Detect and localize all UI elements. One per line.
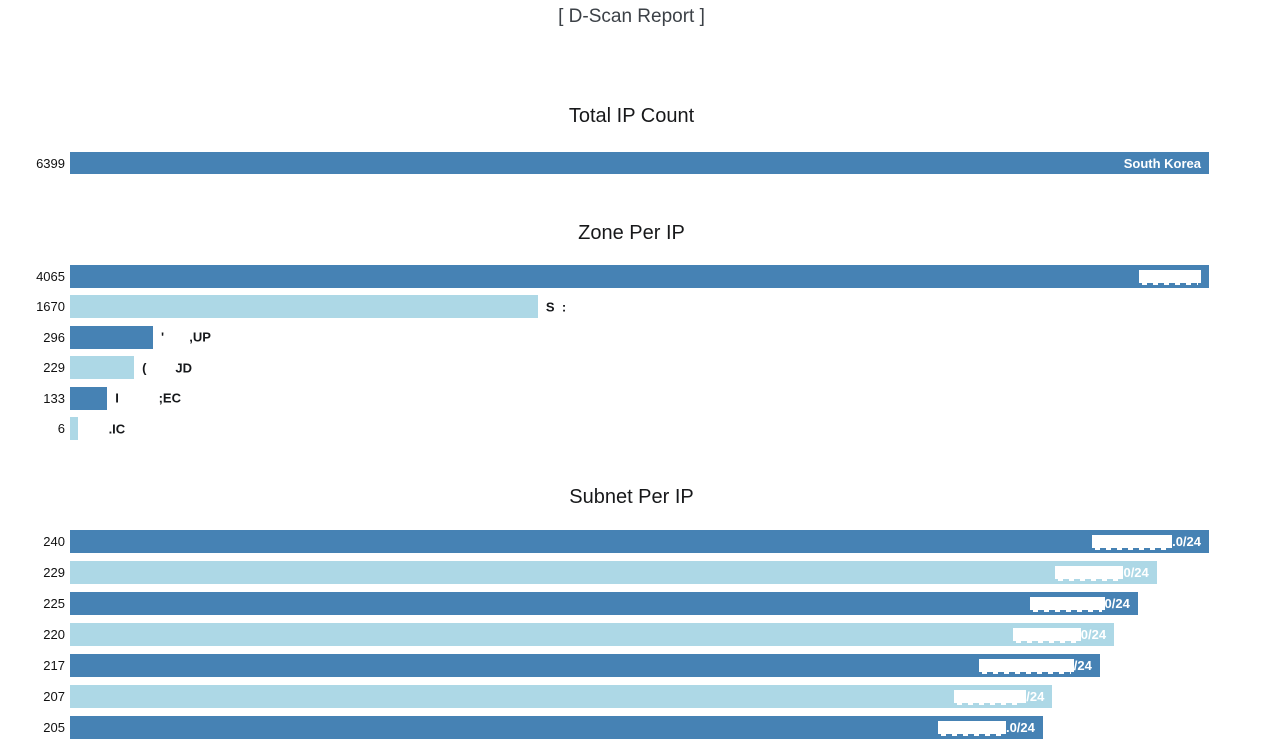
bar[interactable] <box>70 356 135 380</box>
bar-track: South Korea <box>70 152 1209 174</box>
bar-track <box>70 264 1209 288</box>
bar[interactable]: 0/24 <box>70 561 1157 584</box>
bar[interactable]: 0/24 <box>70 592 1138 615</box>
bar-track: .IC <box>70 417 1209 441</box>
bar-value: 1670 <box>36 299 65 315</box>
bar-label-redacted: S : <box>545 299 567 315</box>
chart-zone-per-ip: Zone Per IP 4065 1670 S : 296 ' ,UP 229 ( JD 133… <box>0 222 1263 444</box>
chart-subnet-per-ip: Subnet Per IP 240 .0/24 229 0/24 225 0/24 220 0/… <box>0 486 1263 743</box>
bar-label-redacted: .0/24 <box>937 720 1035 736</box>
bar-label-visible-text: .0/24 <box>1172 534 1201 549</box>
bar-track: .0/24 <box>70 716 1209 739</box>
bar[interactable]: /24 <box>70 685 1053 708</box>
bar-rows: 4065 1670 S : 296 ' ,UP 229 ( JD 133 I ;EC 6 .IC <box>0 261 1263 444</box>
bar-value: 6 <box>57 421 65 437</box>
redaction-box <box>1029 597 1105 612</box>
redaction-box <box>954 690 1027 705</box>
bar-rows: 240.0/24 229 0/24 225 0/24 220 0/24 217/24 207/2… <box>0 526 1263 743</box>
bar-row: 225 0/24 <box>0 588 1209 619</box>
charts-container: Total IP Count 6399 South Korea Zone Per IP… <box>0 105 1263 743</box>
bar[interactable] <box>70 417 78 441</box>
bar-track: 0/24 <box>70 561 1209 584</box>
bar-row: 217/24 <box>0 650 1209 681</box>
bar-value: 225 <box>43 596 65 611</box>
bar-value: 296 <box>43 329 65 345</box>
bar[interactable]: /24 <box>70 654 1100 677</box>
redaction-box <box>1139 269 1201 285</box>
bar[interactable] <box>70 295 538 319</box>
bar-track: S : <box>70 295 1209 319</box>
bar-value: 4065 <box>36 268 65 284</box>
bar-track: .0/24 <box>70 530 1209 553</box>
bar-track: I ;EC <box>70 386 1209 410</box>
bar-value: 205 <box>43 720 65 735</box>
bar-row: 6 .IC <box>0 414 1209 445</box>
bar-label-redacted: .IC <box>79 421 126 437</box>
bar[interactable]: .0/24 <box>70 716 1043 739</box>
bar-row: 229 ( JD <box>0 353 1209 384</box>
bar-value: 217 <box>43 658 65 673</box>
bar[interactable] <box>70 264 1209 288</box>
bar-row: 4065 <box>0 261 1209 292</box>
bar-value: 6399 <box>36 155 65 171</box>
bar-row: 6399 South Korea <box>0 148 1209 178</box>
bar-label-visible-text: /24 <box>1026 689 1045 704</box>
bar-value: 133 <box>43 390 65 406</box>
bar-track: ' ,UP <box>70 325 1209 349</box>
bar-label-redacted: I ;EC <box>115 390 181 406</box>
bar-row: 220 0/24 <box>0 619 1209 650</box>
bar-label-visible-text: .0/24 <box>1005 720 1035 735</box>
bar-row: 1670 S : <box>0 292 1209 323</box>
redaction-box <box>978 659 1074 674</box>
bar-row: 205 .0/24 <box>0 712 1209 743</box>
bar-track: /24 <box>70 654 1209 677</box>
bar-value: 220 <box>43 627 65 642</box>
bar-label-redacted: 0/24 <box>1012 627 1107 643</box>
page-title: [ D-Scan Report ] <box>558 6 705 27</box>
bar-label-redacted: /24 <box>954 689 1045 705</box>
chart-title: Zone Per IP <box>578 222 685 244</box>
bar-row: 229 0/24 <box>0 557 1209 588</box>
bar-label-redacted: ( JD <box>142 360 192 376</box>
bar-value: 229 <box>43 565 65 580</box>
chart-total-ip-count: Total IP Count 6399 South Korea <box>0 105 1263 178</box>
redaction-box <box>1012 628 1081 643</box>
bar-label-redacted: /24 <box>978 658 1092 674</box>
bar-track: 0/24 <box>70 623 1209 646</box>
bar-label-visible-text: 0/24 <box>1123 565 1149 580</box>
bar[interactable]: 0/24 <box>70 623 1115 646</box>
bar-track: ( JD <box>70 356 1209 380</box>
bar-label-visible-text: 0/24 <box>1080 627 1107 642</box>
bar-value: 240 <box>43 534 65 549</box>
bar-label-redacted: 0/24 <box>1055 565 1149 581</box>
redaction-box <box>1055 566 1124 581</box>
bar-value: 229 <box>43 360 65 376</box>
bar-row: 133 I ;EC <box>0 383 1209 414</box>
bar-label-redacted: ' ,UP <box>160 329 211 345</box>
bar-label: South Korea <box>1123 155 1201 171</box>
bar-label-visible-text: /24 <box>1073 658 1092 673</box>
bar-value: 207 <box>43 689 65 704</box>
redaction-box <box>1092 535 1173 550</box>
bar[interactable] <box>70 386 108 410</box>
bar-row: 207/24 <box>0 681 1209 712</box>
bar-label-redacted <box>1139 269 1201 285</box>
chart-title: Subnet Per IP <box>569 486 694 508</box>
bar[interactable]: .0/24 <box>70 530 1209 553</box>
bar[interactable]: South Korea <box>70 152 1209 174</box>
bar[interactable] <box>70 325 153 349</box>
bar-label-redacted: 0/24 <box>1029 596 1130 612</box>
bar-track: 0/24 <box>70 592 1209 615</box>
bar-track: /24 <box>70 685 1209 708</box>
bar-row: 240 .0/24 <box>0 526 1209 557</box>
bar-row: 296 ' ,UP <box>0 322 1209 353</box>
redaction-box <box>937 721 1006 736</box>
bar-label-redacted: .0/24 <box>1092 534 1201 550</box>
bar-label-visible-text: 0/24 <box>1104 596 1130 611</box>
bar-rows: 6399 South Korea <box>0 148 1263 178</box>
chart-title: Total IP Count <box>568 105 695 127</box>
